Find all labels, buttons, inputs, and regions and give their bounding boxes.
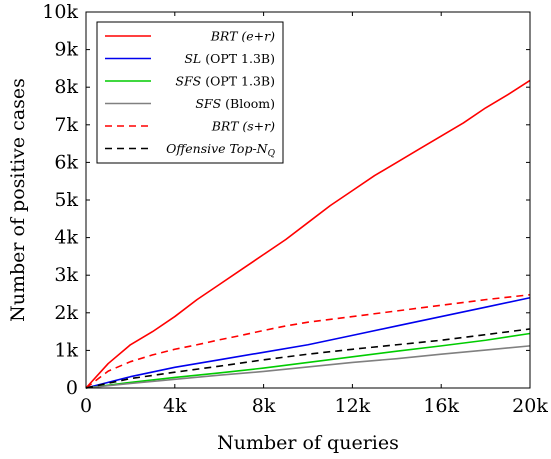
legend-entry-name: BRT (e+r) — [210, 29, 275, 44]
series-line-2 — [86, 333, 530, 388]
legend-entry-name: SFS — [195, 96, 221, 111]
legend-entry: BRT (s+r) — [211, 119, 275, 134]
series-line-3 — [86, 346, 530, 388]
x-tick-label: 0 — [80, 395, 92, 417]
y-tick-label: 7k — [54, 114, 78, 136]
y-tick-label: 1k — [54, 339, 78, 361]
legend-entry-name: Offensive Top-N — [166, 141, 269, 156]
legend-entry-subscript: Q — [268, 149, 276, 159]
legend-entry-suffix: (OPT 1.3B) — [201, 74, 275, 89]
y-tick-label: 6k — [54, 151, 78, 173]
x-tick-label: 12k — [335, 395, 371, 417]
legend-entry-name: SFS — [175, 74, 201, 89]
legend-entry: BRT (e+r) — [210, 29, 275, 44]
x-axis-label: Number of queries — [217, 432, 399, 454]
x-tick-label: 4k — [163, 395, 187, 417]
legend-entry: SFS (OPT 1.3B) — [175, 74, 275, 89]
y-tick-label: 10k — [42, 1, 78, 23]
legend-entry-name: SL — [184, 51, 201, 66]
series-line-4 — [86, 295, 530, 388]
legend-entry-suffix: (OPT 1.3B) — [201, 51, 275, 66]
x-tick-label: 8k — [252, 395, 276, 417]
y-axis-label: Number of positive cases — [7, 78, 29, 322]
legend-entry-name: BRT (s+r) — [211, 119, 275, 134]
legend: BRT (e+r)SL (OPT 1.3B)SFS (OPT 1.3B)SFS … — [97, 22, 283, 163]
y-tick-label: 2k — [54, 302, 78, 324]
y-tick-label: 5k — [54, 189, 78, 211]
x-tick-label: 20k — [512, 395, 548, 417]
legend-entry: SFS (Bloom) — [195, 96, 275, 111]
y-tick-label: 4k — [54, 227, 78, 249]
x-tick-label: 16k — [423, 395, 459, 417]
y-tick-label: 8k — [54, 76, 78, 98]
legend-entry: SL (OPT 1.3B) — [184, 51, 275, 66]
y-tick-label: 3k — [54, 264, 78, 286]
y-tick-label: 9k — [54, 39, 78, 61]
y-tick-label: 0 — [66, 377, 78, 399]
legend-entry-suffix: (Bloom) — [221, 96, 275, 111]
